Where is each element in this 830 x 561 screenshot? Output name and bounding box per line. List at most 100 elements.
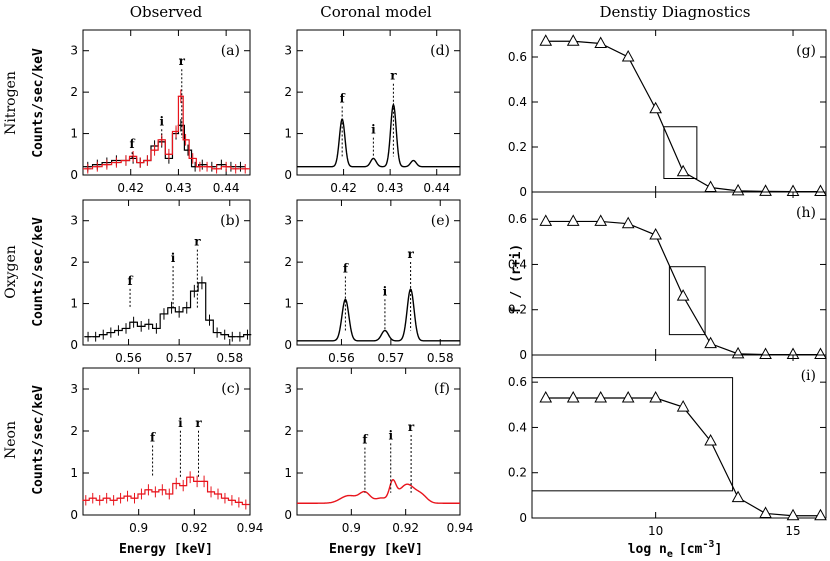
ytick-label: 3 — [284, 214, 292, 228]
panel-e-frame — [296, 199, 461, 346]
xtick-label: 0.57 — [166, 351, 193, 365]
ytick-label: 0.6 — [508, 375, 527, 389]
ylabel-counts-row3: Counts/sec/keV — [31, 385, 46, 495]
panel-label: (g) — [796, 43, 816, 59]
xlabel-energy-model: Energy [keV] — [329, 542, 423, 557]
ytick-label: 0 — [519, 348, 527, 362]
xtick-label: 0.43 — [165, 181, 192, 195]
constraint-box — [663, 126, 698, 179]
ytick-label: 0.4 — [508, 420, 527, 434]
ytick-label: 0.4 — [508, 257, 527, 271]
panel-b-frame — [82, 199, 251, 346]
triangle-marker — [704, 433, 717, 446]
triangle-marker — [649, 227, 662, 240]
xtick-label: 0.9 — [129, 521, 148, 535]
line-label-i: i — [171, 251, 176, 265]
ytick-label: 0 — [519, 185, 527, 199]
triangle-marker — [621, 49, 635, 62]
triangle-marker — [814, 347, 827, 360]
panel-b: 0 1 2 3 0.56 0.57 0.58 (b) f i r — [70, 199, 252, 365]
ytick-label: 0 — [70, 508, 78, 522]
line-label-i: i — [383, 284, 388, 298]
triangle-marker — [759, 184, 772, 196]
panel-d-frame — [296, 29, 461, 176]
xlabel-density-unit: [cm — [679, 542, 703, 557]
triangle-marker — [539, 390, 553, 403]
line-label-i: i — [178, 416, 183, 430]
triangle-marker — [704, 336, 717, 349]
ytick-label: 0 — [519, 511, 527, 525]
model-line — [297, 102, 460, 168]
ytick-label: 1 — [70, 466, 78, 480]
triangle-marker — [676, 400, 690, 412]
line-label-i: i — [371, 123, 376, 137]
triangle-marker — [621, 390, 635, 403]
panel-label: (a) — [221, 43, 240, 59]
line-label-r: r — [194, 235, 201, 249]
xlabel-density-sub: e — [667, 549, 673, 560]
line-label-r: r — [179, 54, 186, 68]
panel-label: (e) — [431, 213, 450, 229]
triangle-marker — [539, 214, 553, 226]
row-label-neon: Neon — [3, 421, 19, 459]
ytick-label: 0.2 — [508, 303, 527, 317]
panel-i: 0 0.2 0.4 0.6 10 15 (i) — [508, 354, 827, 538]
ytick-label: 2 — [70, 85, 78, 99]
ylabel-counts-row1: Counts/sec/keV — [31, 48, 46, 158]
xtick-label: 0.43 — [377, 181, 404, 195]
triangle-marker — [566, 34, 580, 46]
row-label-oxygen: Oxygen — [3, 245, 19, 299]
triangle-marker — [594, 36, 608, 48]
triangle-marker — [594, 214, 608, 226]
panel-label: (i) — [801, 368, 816, 384]
ytick-label: 1 — [284, 127, 292, 141]
line-label-r: r — [195, 416, 202, 430]
ytick-label: 0.6 — [508, 212, 527, 226]
line-label-f: f — [130, 137, 136, 151]
xlabel-density-base: log n — [628, 542, 667, 557]
line-label-f: f — [340, 92, 346, 106]
triangle-marker — [704, 180, 717, 192]
triangle-marker — [566, 214, 580, 226]
xtick-label: 0.92 — [181, 521, 208, 535]
series-line — [82, 476, 250, 506]
ytick-label: 0 — [70, 168, 78, 182]
ytick-label: 3 — [70, 382, 78, 396]
triangle-marker — [649, 390, 662, 403]
xtick-label: 0.9 — [342, 521, 361, 535]
xtick-label: 0.42 — [330, 181, 357, 195]
panel-label: (c) — [221, 381, 240, 397]
xtick-label: 0.94 — [447, 521, 474, 535]
title-coronal-model: Coronal model — [320, 3, 432, 21]
ytick-label: 1 — [70, 127, 78, 141]
triangle-marker — [649, 101, 662, 114]
ytick-label: 0.4 — [508, 95, 527, 109]
line-label-f: f — [343, 262, 349, 276]
xtick-label: 0.94 — [237, 521, 264, 535]
panel-a-frame — [82, 29, 251, 176]
xtick-label: 0.44 — [213, 181, 240, 195]
triangle-marker — [814, 508, 827, 521]
ytick-label: 0 — [70, 338, 78, 352]
panel-h: 0 0.2 0.4 0.6 (h) — [508, 191, 827, 362]
title-observed: Observed — [130, 3, 203, 21]
triangle-marker — [731, 490, 745, 503]
line-label-f: f — [150, 431, 156, 445]
xlabel-density-exp: -3 — [702, 539, 714, 550]
ytick-label: 2 — [284, 424, 292, 438]
ytick-label: 2 — [70, 424, 78, 438]
triangle-marker — [786, 508, 800, 521]
title-density-diagnostics: Denstiy Diagnostics — [599, 3, 750, 21]
ytick-label: 2 — [70, 255, 78, 269]
series-line — [84, 282, 252, 338]
constraint-box — [668, 266, 706, 336]
triangle-marker — [539, 34, 553, 46]
triangle-marker — [566, 390, 580, 403]
xtick-label: 0.44 — [423, 181, 450, 195]
line-label-f: f — [362, 433, 368, 447]
xtick-label: 0.42 — [117, 181, 144, 195]
constraint-box — [531, 377, 734, 492]
ytick-label: 3 — [284, 44, 292, 58]
ytick-label: 3 — [70, 44, 78, 58]
